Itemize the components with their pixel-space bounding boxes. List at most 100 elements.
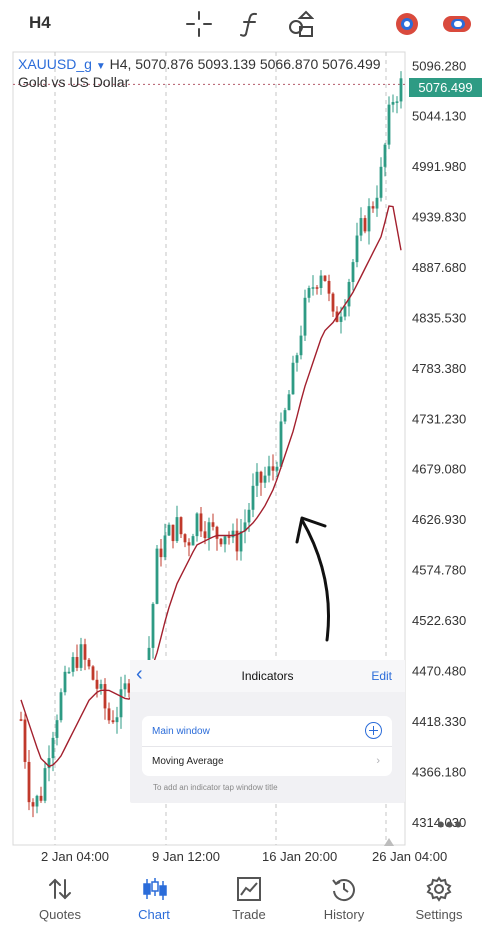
candle-body: [147, 647, 151, 666]
candle-body: [103, 684, 107, 709]
candle-body: [183, 534, 187, 543]
nav-trade[interactable]: Trade: [204, 876, 294, 922]
candle-body: [343, 306, 347, 317]
candle-body: [115, 717, 119, 723]
indicators-title: Indicators: [241, 669, 294, 683]
candle-body: [247, 509, 251, 523]
candle-body: [75, 657, 79, 668]
price-axis-label: 4366.180: [412, 764, 466, 779]
trade-signal-icon[interactable]: [393, 10, 421, 38]
candle-body: [251, 485, 255, 510]
candle-body: [163, 535, 167, 558]
candle-body: [363, 218, 367, 232]
candle-body: [347, 281, 351, 307]
objects-icon[interactable]: [286, 10, 314, 38]
nav-history[interactable]: History: [299, 876, 389, 922]
candle-body: [367, 206, 371, 232]
more-options-icon[interactable]: •••: [437, 812, 464, 837]
indicators-panel: ‹ Indicators Edit Main window Moving Ave…: [130, 660, 405, 803]
candle-body: [67, 671, 71, 674]
candle-body: [111, 720, 115, 723]
candle-body: [327, 280, 331, 294]
candle-body: [259, 471, 263, 483]
main-window-row[interactable]: Main window: [142, 716, 392, 747]
time-axis-label: 9 Jan 12:00: [152, 849, 220, 864]
price-axis-label: 4522.630: [412, 613, 466, 628]
nav-label-chart: Chart: [138, 907, 170, 922]
toggle-icon[interactable]: [441, 10, 473, 38]
candle-body: [55, 720, 59, 738]
candle-body: [87, 659, 91, 667]
top-toolbar: H4: [0, 0, 498, 48]
candle-body: [211, 522, 215, 527]
history-icon: [332, 879, 355, 902]
candle-body: [155, 548, 159, 604]
symbol-dropdown-icon[interactable]: ▼: [95, 61, 106, 72]
main-window-label[interactable]: Main window: [152, 726, 210, 737]
candle-body: [231, 530, 235, 538]
candle-body: [199, 513, 203, 532]
add-indicator-icon[interactable]: [365, 722, 382, 739]
crosshair-icon[interactable]: [185, 10, 213, 38]
nav-chart[interactable]: Chart: [109, 876, 199, 922]
candle-body: [387, 104, 391, 145]
timeframe-button[interactable]: H4: [29, 13, 51, 32]
candle-body: [19, 719, 23, 721]
candle-body: [151, 603, 155, 648]
price-axis-label: 4731.230: [412, 411, 466, 426]
candle-body: [43, 768, 47, 801]
price-axis-label: 5096.280: [412, 58, 466, 73]
scroll-marker: [384, 838, 394, 846]
chart-border: [12, 51, 406, 846]
price-axis-label: 4574.780: [412, 563, 466, 578]
current-price-tag: 5076.499: [409, 78, 482, 97]
nav-settings[interactable]: Settings: [394, 876, 484, 922]
candle-body: [83, 644, 87, 660]
candle-body: [315, 287, 319, 289]
candle-body: [95, 679, 99, 689]
candle-body: [307, 287, 311, 298]
candle-body: [395, 101, 399, 103]
price-chart[interactable]: 5096.280 5044.130 4991.980 4939.830 4887.680…: [0, 48, 498, 870]
candle-body: [215, 526, 219, 539]
annotation-arrow: [300, 518, 330, 642]
candle-body: [355, 235, 359, 263]
edit-button[interactable]: Edit: [371, 669, 392, 683]
indicator-hint: To add an indicator tap window title: [153, 783, 278, 792]
candle-body: [27, 761, 31, 803]
candle-body: [323, 275, 327, 281]
candle-body: [99, 684, 103, 689]
moving-average-row[interactable]: Moving Average ›: [142, 747, 392, 776]
candle-body: [255, 471, 259, 486]
candle-body: [127, 683, 131, 693]
candle-body: [223, 536, 227, 545]
candle-body: [271, 466, 275, 471]
chart-area[interactable]: 5096.280 5044.130 4991.980 4939.830 4887.680…: [0, 48, 498, 870]
candle-body: [267, 466, 271, 476]
candle-body: [123, 683, 127, 690]
annotation-arrowhead: [295, 516, 327, 544]
candle-body: [375, 197, 379, 209]
candle-body: [35, 795, 39, 807]
candle-body: [391, 102, 395, 105]
candle-body: [187, 542, 191, 546]
back-chevron-icon[interactable]: ‹: [136, 663, 143, 685]
candle-body: [319, 275, 323, 289]
candle-body: [299, 335, 303, 356]
candle-body: [107, 708, 111, 721]
nav-label-trade: Trade: [232, 907, 266, 922]
candle-body: [283, 410, 287, 422]
candle-body: [71, 657, 75, 672]
symbol-label[interactable]: XAUUSD_g: [18, 56, 92, 72]
candle-body: [291, 362, 295, 395]
candle-body: [119, 689, 123, 718]
time-axis-label: 2 Jan 04:00: [41, 849, 109, 864]
candle-body: [351, 262, 355, 282]
candle-body: [243, 522, 247, 532]
candle-body: [167, 524, 171, 536]
nav-quotes[interactable]: Quotes: [15, 876, 105, 922]
ohlc-values: H4, 5070.876 5093.139 5066.870 5076.499: [109, 56, 381, 72]
function-icon[interactable]: [236, 10, 264, 38]
candle-body: [23, 719, 27, 762]
candle-body: [219, 538, 223, 545]
